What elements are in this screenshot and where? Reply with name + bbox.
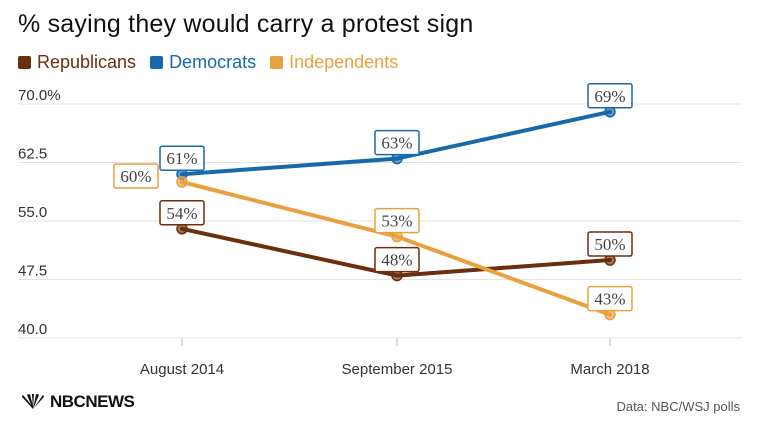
data-label-independents: 43% [594,290,625,309]
data-label-box-independents [587,285,633,312]
y-tick-label: 40.0 [18,321,47,338]
legend-label-democrats: Democrats [169,52,257,72]
y-tick-label: 70.0% [18,87,61,104]
legend-swatch-democrats [150,56,164,69]
data-label-box-republicans [374,246,420,273]
legend-label-independents: Independents [289,52,399,72]
data-point-independents [176,176,188,188]
data-label-independents: 60% [120,167,151,186]
data-label-box-democrats [159,145,205,171]
chart-title: % saying they would carry a protest sign [18,10,474,38]
y-tick-label: 62.5 [18,146,47,163]
data-label-democrats: 61% [166,149,197,168]
legend-item-independents: Independents [270,52,398,73]
legend-item-democrats: Democrats [150,52,256,73]
data-label-republicans: 50% [594,235,625,254]
legend-item-republicans: Republicans [18,52,136,73]
nbc-peacock-icon [22,394,44,409]
data-labels: 54% 48% 50% 61% 63% 69% 60% 53% 43% [113,83,633,312]
legend-label-republicans: Republicans [37,52,137,72]
data-label-box-independents [113,163,159,189]
series-layer [176,106,616,321]
y-tick-label: 55.0 [18,204,47,221]
x-tick-label: September 2015 [342,361,453,378]
footer-logo: NBCNEWS [20,392,135,412]
data-label-box-democrats [374,129,420,156]
legend: Republicans Democrats Independents [18,52,398,73]
footer-source: Data: NBC/WSJ polls [616,399,740,414]
x-tick-label: August 2014 [140,361,224,378]
legend-swatch-independents [270,56,284,69]
data-label-republicans: 48% [381,251,412,270]
data-label-republicans: 54% [166,204,197,223]
y-axis-ticks: 70.0% 62.5 55.0 47.5 40.0 [18,87,61,338]
data-label-box-republicans [587,231,633,257]
y-tick-label: 47.5 [18,263,47,280]
footer-logo-text: NBCNEWS [50,392,135,411]
data-label-box-democrats [587,83,633,109]
data-label-independents: 53% [381,212,412,231]
x-axis-ticks: August 2014 September 2015 March 2018 [140,338,650,378]
data-label-democrats: 69% [594,87,625,106]
data-label-democrats: 63% [381,134,412,153]
x-tick-label: March 2018 [570,361,649,378]
data-label-box-independents [374,207,420,234]
legend-swatch-republicans [18,56,31,69]
data-label-box-republicans [159,200,205,226]
